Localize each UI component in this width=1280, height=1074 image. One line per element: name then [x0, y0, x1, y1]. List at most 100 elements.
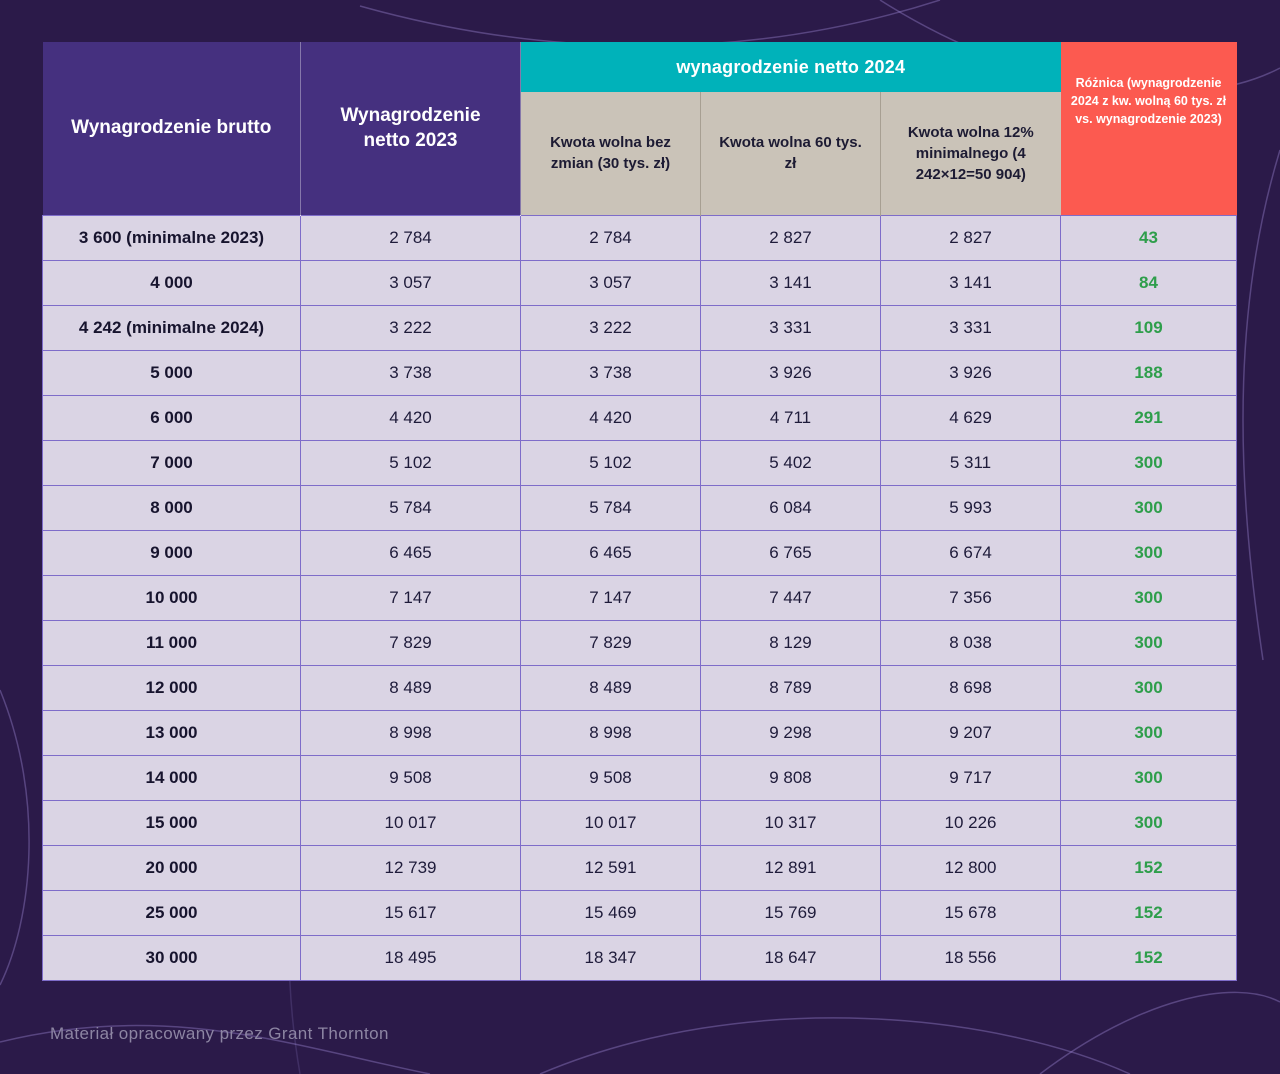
header-netto-2023: Wynagrodzenie netto 2023: [300, 42, 521, 215]
cell-netto2023: 4 420: [300, 394, 521, 441]
cell-brutto: 7 000: [42, 439, 301, 486]
cell-brutto: 6 000: [42, 394, 301, 441]
cell-kwota12: 5 993: [879, 484, 1062, 531]
salary-table: Wynagrodzenie brutto Wynagrodzenie netto…: [42, 42, 1238, 981]
cell-kwota12: 3 926: [879, 349, 1062, 396]
cell-kwota30: 4 420: [520, 394, 701, 441]
cell-kwota30: 10 017: [520, 799, 701, 846]
cell-roznica: 300: [1060, 529, 1238, 576]
cell-roznica: 152: [1060, 844, 1238, 891]
table-row: 9 000 6 465 6 465 6 765 6 674 300: [42, 529, 1238, 576]
table-row: 5 000 3 738 3 738 3 926 3 926 188: [42, 349, 1238, 396]
cell-netto2023: 8 998: [300, 709, 521, 756]
cell-roznica: 300: [1060, 664, 1238, 711]
cell-netto2023: 5 102: [300, 439, 521, 486]
table-row: 25 000 15 617 15 469 15 769 15 678 152: [42, 889, 1238, 936]
subheader-kwota-30: Kwota wolna bez zmian (30 tys. zł): [520, 92, 701, 215]
cell-kwota30: 15 469: [520, 889, 701, 936]
header-roznica: Różnica (wynagrodzenie 2024 z kw. wolną …: [1060, 42, 1237, 215]
cell-roznica: 300: [1060, 709, 1238, 756]
cell-roznica: 300: [1060, 619, 1238, 666]
cell-roznica: 300: [1060, 439, 1238, 486]
cell-kwota12: 7 356: [879, 574, 1062, 621]
cell-netto2023: 18 495: [300, 934, 521, 981]
subheader-kwota-60: Kwota wolna 60 tys. zł: [700, 92, 881, 215]
table-body: 3 600 (minimalne 2023) 2 784 2 784 2 827 2 8…: [42, 214, 1238, 981]
cell-kwota12: 4 629: [879, 394, 1062, 441]
cell-kwota60: 2 827: [700, 214, 881, 261]
cell-brutto: 25 000: [42, 889, 301, 936]
cell-kwota60: 7 447: [700, 574, 881, 621]
cell-netto2023: 15 617: [300, 889, 521, 936]
cell-kwota30: 2 784: [520, 214, 701, 261]
cell-netto2023: 8 489: [300, 664, 521, 711]
cell-kwota12: 9 207: [879, 709, 1062, 756]
cell-brutto: 8 000: [42, 484, 301, 531]
cell-kwota60: 15 769: [700, 889, 881, 936]
cell-netto2023: 7 147: [300, 574, 521, 621]
cell-netto2023: 3 222: [300, 304, 521, 351]
cell-roznica: 188: [1060, 349, 1238, 396]
cell-netto2023: 7 829: [300, 619, 521, 666]
table-row: 13 000 8 998 8 998 9 298 9 207 300: [42, 709, 1238, 756]
cell-brutto: 12 000: [42, 664, 301, 711]
cell-roznica: 300: [1060, 484, 1238, 531]
table-row: 4 000 3 057 3 057 3 141 3 141 84: [42, 259, 1238, 306]
cell-kwota60: 12 891: [700, 844, 881, 891]
cell-brutto: 30 000: [42, 934, 301, 981]
table-row: 10 000 7 147 7 147 7 447 7 356 300: [42, 574, 1238, 621]
cell-kwota60: 6 084: [700, 484, 881, 531]
cell-kwota60: 6 765: [700, 529, 881, 576]
cell-brutto: 15 000: [42, 799, 301, 846]
cell-brutto: 20 000: [42, 844, 301, 891]
cell-brutto: 4 242 (minimalne 2024): [42, 304, 301, 351]
cell-kwota30: 8 998: [520, 709, 701, 756]
cell-kwota60: 18 647: [700, 934, 881, 981]
footer-credit: Materiał opracowany przez Grant Thornton: [50, 1024, 389, 1043]
cell-kwota60: 9 298: [700, 709, 881, 756]
cell-kwota60: 9 808: [700, 754, 881, 801]
cell-brutto: 10 000: [42, 574, 301, 621]
cell-roznica: 152: [1060, 934, 1238, 981]
table-row: 20 000 12 739 12 591 12 891 12 800 152: [42, 844, 1238, 891]
cell-netto2023: 3 738: [300, 349, 521, 396]
cell-kwota12: 9 717: [879, 754, 1062, 801]
header-brutto: Wynagrodzenie brutto: [42, 42, 301, 215]
cell-brutto: 11 000: [42, 619, 301, 666]
cell-kwota60: 4 711: [700, 394, 881, 441]
cell-kwota30: 5 784: [520, 484, 701, 531]
cell-kwota60: 8 129: [700, 619, 881, 666]
header-group-netto-2024: wynagrodzenie netto 2024: [520, 42, 1061, 92]
cell-kwota30: 7 829: [520, 619, 701, 666]
table-row: 11 000 7 829 7 829 8 129 8 038 300: [42, 619, 1238, 666]
cell-roznica: 109: [1060, 304, 1238, 351]
cell-kwota60: 8 789: [700, 664, 881, 711]
cell-kwota30: 7 147: [520, 574, 701, 621]
table-row: 4 242 (minimalne 2024) 3 222 3 222 3 331 3 3…: [42, 304, 1238, 351]
cell-kwota30: 3 057: [520, 259, 701, 306]
table-row: 30 000 18 495 18 347 18 647 18 556 152: [42, 934, 1238, 981]
cell-kwota12: 18 556: [879, 934, 1062, 981]
cell-kwota12: 8 038: [879, 619, 1062, 666]
cell-kwota30: 3 222: [520, 304, 701, 351]
cell-kwota60: 5 402: [700, 439, 881, 486]
cell-roznica: 152: [1060, 889, 1238, 936]
cell-kwota12: 10 226: [879, 799, 1062, 846]
table-row: 3 600 (minimalne 2023) 2 784 2 784 2 827 2 8…: [42, 214, 1238, 261]
cell-kwota12: 2 827: [879, 214, 1062, 261]
table-row: 8 000 5 784 5 784 6 084 5 993 300: [42, 484, 1238, 531]
subheader-kwota-12: Kwota wolna 12% minimalnego (4 242×12=50…: [879, 92, 1061, 215]
cell-kwota30: 18 347: [520, 934, 701, 981]
cell-netto2023: 5 784: [300, 484, 521, 531]
cell-brutto: 14 000: [42, 754, 301, 801]
table-row: 14 000 9 508 9 508 9 808 9 717 300: [42, 754, 1238, 801]
cell-roznica: 84: [1060, 259, 1238, 306]
cell-netto2023: 9 508: [300, 754, 521, 801]
table-header: Wynagrodzenie brutto Wynagrodzenie netto…: [42, 42, 1237, 215]
table-row: 12 000 8 489 8 489 8 789 8 698 300: [42, 664, 1238, 711]
table-row: 7 000 5 102 5 102 5 402 5 311 300: [42, 439, 1238, 486]
cell-kwota60: 3 331: [700, 304, 881, 351]
cell-kwota60: 3 926: [700, 349, 881, 396]
cell-brutto: 4 000: [42, 259, 301, 306]
